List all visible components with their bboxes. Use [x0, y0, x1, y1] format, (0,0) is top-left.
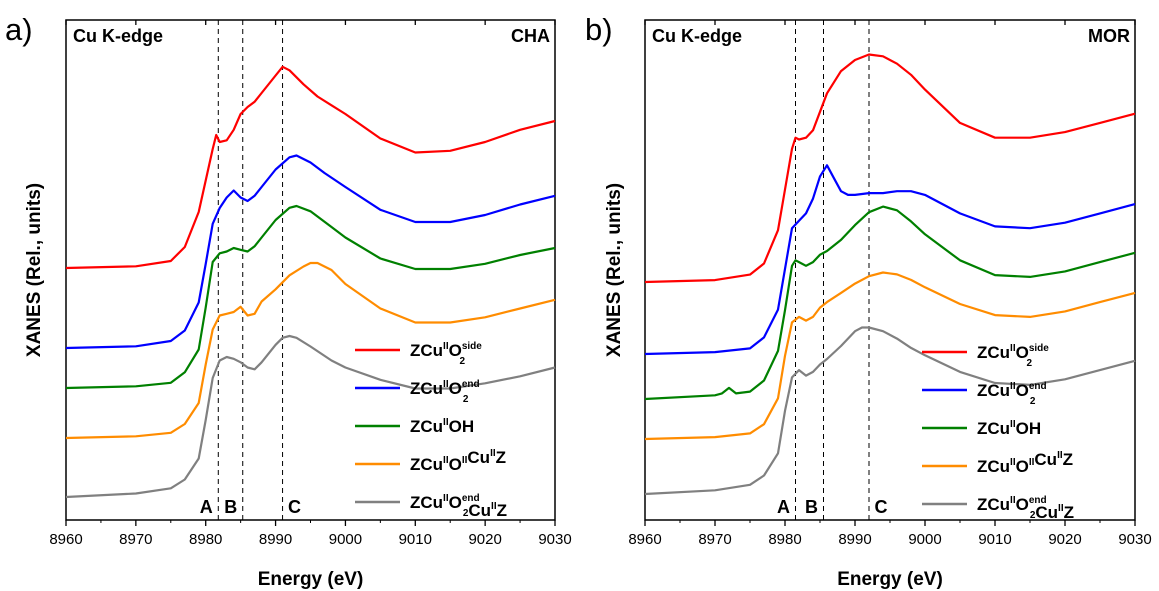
panel-label: b) [585, 12, 613, 47]
feature-marker-label: C [288, 497, 301, 517]
y-axis-title: XANES (Rel., units) [24, 183, 45, 357]
x-axis-title: Energy (eV) [258, 569, 364, 590]
series-line [65, 204, 556, 390]
plot-frame [65, 19, 556, 521]
feature-marker-label: A [777, 497, 790, 517]
feature-marker-label: B [224, 497, 237, 517]
x-tick-label: 9000 [908, 531, 941, 548]
framework-label: MOR [1088, 26, 1130, 46]
series-line [644, 164, 1136, 356]
framework-label: CHA [511, 26, 550, 46]
legend-entry: ZCuIIOside 2 [977, 343, 1049, 369]
legend: ZCuIIOside 2 ZCuIIOend 2 ZCuIIOH ZCuIIOIICuII… [922, 343, 1074, 522]
legend-entry: ZCuIIOside 2 [410, 341, 482, 367]
chart-panel-a: 8960 8970 8980 8990 9000 9010 9020 9030 Energy (… [5, 12, 572, 590]
legend-entry: ZCuIIOend 2CuIIZ [410, 493, 507, 520]
x-tick-label: 9020 [1048, 531, 1081, 548]
plot-frame [644, 19, 1136, 521]
legend-entry: ZCuIIOIICuIIZ [410, 448, 506, 474]
series-line [65, 334, 556, 499]
series-line [65, 261, 556, 440]
legend-entry: ZCuIIOend 2CuIIZ [977, 495, 1074, 522]
x-tick-label: 8980 [768, 531, 801, 548]
series-line [644, 271, 1136, 441]
edge-label: Cu K-edge [652, 26, 742, 46]
legend-entry: ZCuIIOH [977, 419, 1041, 438]
x-tick-label: 9010 [978, 531, 1011, 548]
series-line [644, 53, 1136, 284]
panel-label: a) [5, 12, 33, 47]
x-axis-title: Energy (eV) [837, 569, 943, 590]
x-tick-label: 8990 [838, 531, 871, 548]
series-line [644, 205, 1136, 401]
x-tick-label: 8990 [259, 531, 292, 548]
x-tick-label: 8980 [189, 531, 222, 548]
feature-marker-label: A [200, 497, 213, 517]
x-tick-label: 8960 [49, 531, 82, 548]
edge-label: Cu K-edge [73, 26, 163, 46]
series-line [644, 326, 1136, 496]
y-axis-title: XANES (Rel., units) [604, 183, 625, 357]
series-line [65, 65, 556, 270]
legend-entry: ZCuIIOend 2 [977, 381, 1047, 407]
x-tick-label: 8970 [698, 531, 731, 548]
x-tick-label: 9000 [329, 531, 362, 548]
legend-entry: ZCuIIOend 2 [410, 379, 480, 405]
chart-panel-b: 8960 8970 8980 8990 9000 9010 9020 9030 Energy (… [585, 12, 1152, 590]
legend: ZCuIIOside 2 ZCuIIOend 2 ZCuIIOH ZCuIIOIICuII… [355, 341, 507, 520]
x-tick-label: 8970 [119, 531, 152, 548]
x-tick-label: 9020 [468, 531, 501, 548]
feature-marker-label: B [805, 497, 818, 517]
feature-marker-label: C [875, 497, 888, 517]
legend-entry: ZCuIIOH [410, 417, 474, 436]
x-tick-label: 9030 [1118, 531, 1151, 548]
series-line [65, 154, 556, 350]
legend-entry: ZCuIIOIICuIIZ [977, 450, 1073, 476]
x-tick-label: 9010 [399, 531, 432, 548]
x-tick-label: 9030 [538, 531, 571, 548]
x-tick-label: 8960 [628, 531, 661, 548]
